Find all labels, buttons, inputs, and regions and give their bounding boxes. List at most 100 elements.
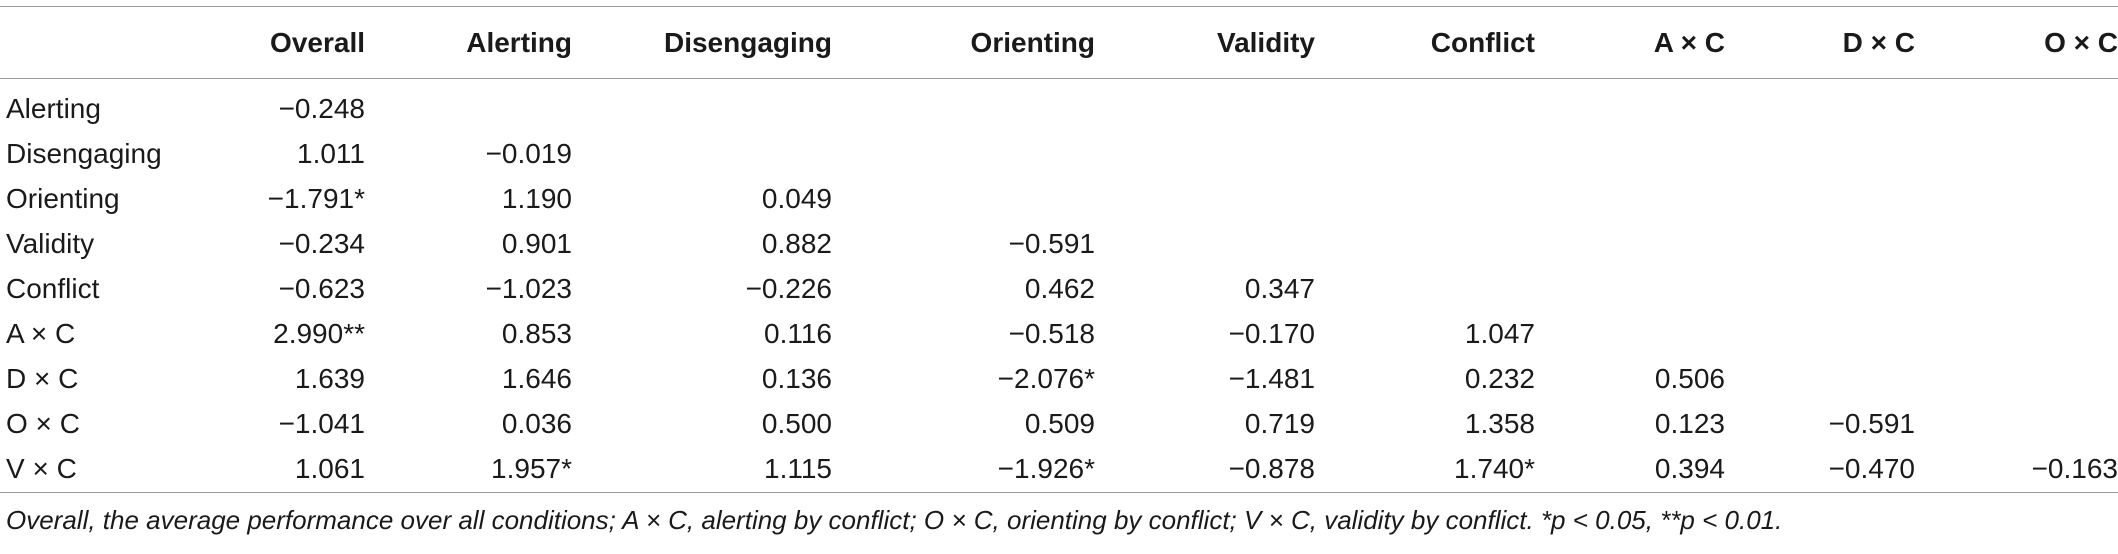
table-cell	[1095, 176, 1315, 221]
table-cell	[1725, 176, 1915, 221]
table-cell: 0.509	[1024, 407, 1095, 439]
table-cell: −0.591	[1828, 407, 1915, 439]
table-cell	[832, 176, 1095, 221]
table-cell: −0.234	[278, 227, 365, 259]
row-label: D × C	[6, 362, 79, 394]
table-cell: −0.470	[1828, 452, 1915, 484]
table-cell	[1725, 221, 1915, 266]
table-cell	[572, 131, 832, 176]
column-header: O × C	[2044, 26, 2118, 58]
table-cell: 0.232	[1464, 362, 1535, 394]
table-cell	[1315, 176, 1535, 221]
table-cell: 1.957*	[491, 452, 572, 484]
table-cell: −1.481	[1228, 362, 1315, 394]
table-cell	[1915, 356, 2118, 401]
table-cell: −1.023	[485, 272, 572, 304]
table-cell	[1725, 131, 1915, 176]
table-cell: −0.248	[278, 92, 365, 124]
table-cell	[1535, 311, 1725, 356]
table-row: Orienting −1.791* 1.190 0.049	[0, 176, 2118, 221]
table-cell	[1915, 221, 2118, 266]
column-header: Validity	[1216, 26, 1315, 58]
row-label: O × C	[6, 407, 80, 439]
table-cell: −2.076*	[997, 362, 1095, 394]
bottom-rule	[0, 492, 2118, 493]
table-cell	[1725, 78, 1915, 131]
table-cell: 2.990**	[273, 317, 365, 349]
table-cell: 0.136	[761, 362, 832, 394]
table-footnote: Overall, the average performance over al…	[6, 505, 1783, 535]
table-cell	[1915, 266, 2118, 311]
table-row: Disengaging 1.011 −0.019	[0, 131, 2118, 176]
table-cell	[365, 78, 572, 131]
table-cell: 0.049	[761, 182, 832, 214]
row-label: V × C	[6, 452, 77, 484]
table-body: Alerting −0.248 Disengaging 1.011 −0.019 Orie…	[0, 78, 2118, 491]
table-cell: 0.882	[761, 227, 832, 259]
table-cell	[1725, 356, 1915, 401]
column-header: D × C	[1842, 26, 1915, 58]
table-cell: −0.019	[485, 137, 572, 169]
table-cell: 0.036	[501, 407, 572, 439]
column-header: Overall	[270, 26, 365, 58]
table-row: Conflict −0.623 −1.023 −0.226 0.462 0.347	[0, 266, 2118, 311]
table-cell	[1095, 131, 1315, 176]
row-label: Alerting	[6, 92, 101, 124]
column-header: Orienting	[970, 26, 1095, 58]
table-cell	[1915, 78, 2118, 131]
table-row: D × C 1.639 1.646 0.136 −2.076* −1.481 0.232 0.…	[0, 356, 2118, 401]
top-rule	[0, 6, 2118, 7]
table-cell: −0.623	[278, 272, 365, 304]
table-cell: 0.116	[764, 317, 832, 349]
table-row: V × C 1.061 1.957* 1.115 −1.926* −0.878 1.740*…	[0, 446, 2118, 491]
table-cell	[1535, 176, 1725, 221]
table-cell: −0.591	[1008, 227, 1095, 259]
table-cell: 0.506	[1654, 362, 1725, 394]
table-row: O × C −1.041 0.036 0.500 0.509 0.719 1.358 0.12…	[0, 401, 2118, 446]
table-cell	[1915, 176, 2118, 221]
table-cell: 0.123	[1654, 407, 1725, 439]
table-cell	[832, 131, 1095, 176]
table-cell	[832, 78, 1095, 131]
table-cell: 0.462	[1024, 272, 1095, 304]
table-cell	[1535, 266, 1725, 311]
table-cell: 0.853	[501, 317, 572, 349]
table-cell: 1.190	[501, 182, 572, 214]
column-header: Disengaging	[663, 26, 832, 58]
table-cell: 0.500	[761, 407, 832, 439]
row-label: Conflict	[6, 272, 100, 304]
row-label: Orienting	[6, 182, 120, 214]
table-cell	[1535, 131, 1725, 176]
table-row: Alerting −0.248	[0, 78, 2118, 131]
row-label: A × C	[6, 317, 76, 349]
table-cell	[572, 78, 832, 131]
column-header: Alerting	[466, 26, 572, 58]
table-row: A × C 2.990** 0.853 0.116 −0.518 −0.170 1.047	[0, 311, 2118, 356]
header-rule	[0, 78, 2118, 79]
row-label: Validity	[6, 227, 95, 259]
table-cell: 1.115	[764, 452, 832, 484]
header-row: Overall Alerting Disengaging Orienting Valid…	[0, 7, 2118, 78]
table-cell: −0.878	[1228, 452, 1315, 484]
header-cell-empty	[0, 7, 230, 78]
table-cell: −0.226	[745, 272, 832, 304]
table-cell	[1315, 131, 1535, 176]
table-cell: −1.926*	[997, 452, 1095, 484]
table-cell	[1095, 221, 1315, 266]
table-cell: 1.358	[1464, 407, 1535, 439]
table-cell: 1.047	[1464, 317, 1535, 349]
table-cell: 1.646	[501, 362, 572, 394]
column-header: Conflict	[1430, 26, 1535, 58]
table-cell	[1725, 266, 1915, 311]
table-cell: −0.163	[2031, 452, 2118, 484]
table-cell: 0.347	[1244, 272, 1315, 304]
table-cell	[1315, 78, 1535, 131]
table-cell: 1.011	[297, 137, 365, 169]
table-cell: 0.394	[1654, 452, 1725, 484]
table-cell	[1095, 78, 1315, 131]
table-cell: 1.639	[294, 362, 365, 394]
table-cell	[1315, 266, 1535, 311]
table-cell	[1915, 401, 2118, 446]
table-cell: 1.740*	[1454, 452, 1535, 484]
correlation-table: Overall Alerting Disengaging Orienting Valid…	[0, 7, 2118, 491]
